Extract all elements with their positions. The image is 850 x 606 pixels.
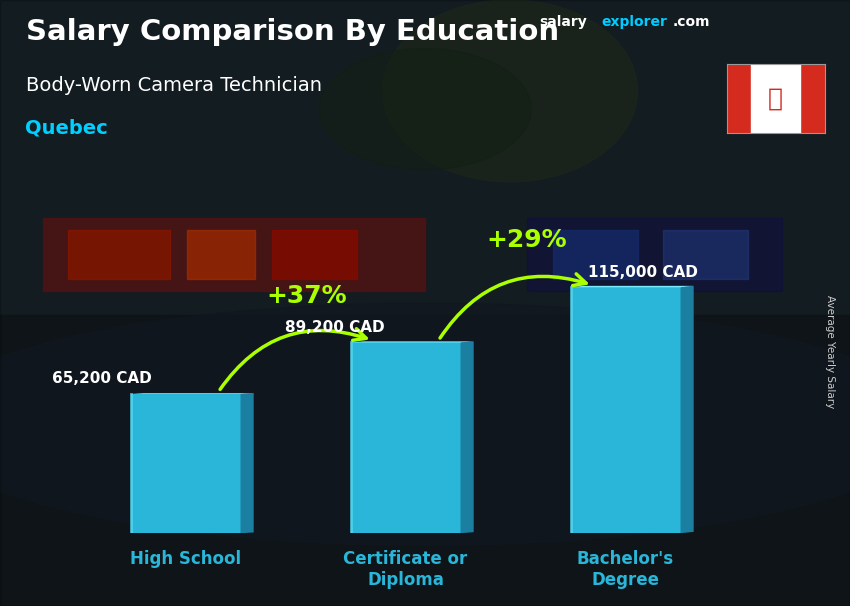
Polygon shape [681, 286, 694, 533]
Polygon shape [570, 286, 694, 287]
Text: +29%: +29% [486, 227, 567, 251]
Polygon shape [461, 341, 473, 533]
Polygon shape [131, 393, 253, 394]
Bar [68, 230, 170, 279]
Bar [272, 230, 357, 279]
Bar [751, 64, 800, 133]
Bar [0, 315, 850, 606]
Ellipse shape [319, 48, 531, 170]
Bar [800, 64, 824, 133]
Bar [570, 287, 681, 533]
Bar [527, 218, 782, 291]
Text: Quebec: Quebec [26, 118, 108, 137]
Text: .com: .com [672, 15, 710, 29]
Bar [350, 342, 461, 533]
Text: 115,000 CAD: 115,000 CAD [588, 265, 698, 280]
Text: +37%: +37% [266, 284, 347, 308]
Bar [552, 230, 638, 279]
Text: Salary Comparison By Education: Salary Comparison By Education [26, 18, 558, 46]
Text: 89,200 CAD: 89,200 CAD [286, 320, 385, 335]
Bar [727, 64, 751, 133]
Bar [187, 230, 255, 279]
Ellipse shape [382, 0, 638, 182]
Bar [42, 218, 425, 291]
Text: Average Yearly Salary: Average Yearly Salary [824, 295, 835, 408]
Text: 65,200 CAD: 65,200 CAD [52, 371, 152, 387]
Text: 🍁: 🍁 [768, 87, 783, 110]
Bar [131, 394, 241, 533]
Polygon shape [350, 341, 473, 342]
Bar [663, 230, 748, 279]
Text: Body-Worn Camera Technician: Body-Worn Camera Technician [26, 76, 321, 95]
Ellipse shape [0, 303, 850, 545]
Text: salary: salary [540, 15, 587, 29]
Text: explorer: explorer [602, 15, 667, 29]
Polygon shape [241, 393, 253, 533]
